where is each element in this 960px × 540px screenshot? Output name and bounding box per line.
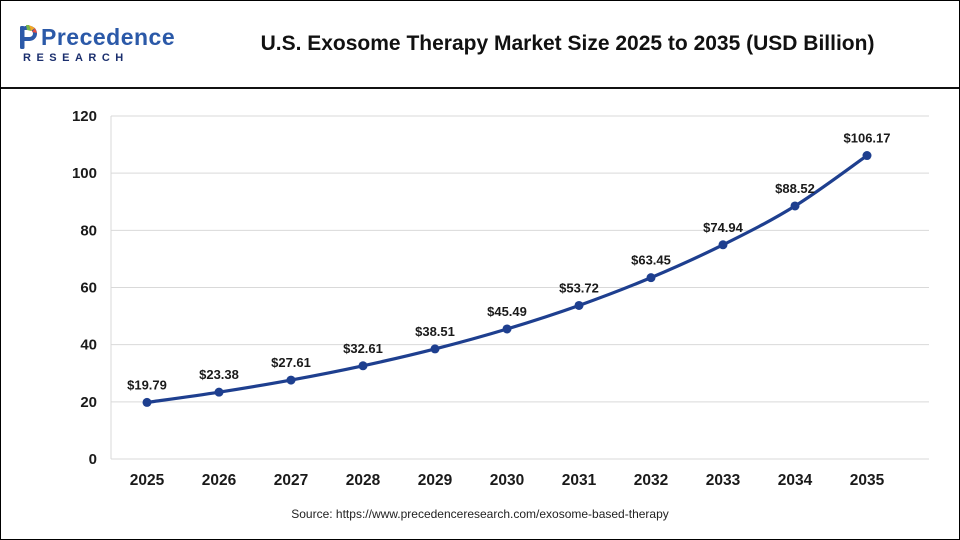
trend-line xyxy=(145,153,869,405)
logo: Precedence RESEARCH xyxy=(19,24,204,65)
x-axis-label: 2035 xyxy=(850,472,885,489)
market-size-line-chart: 0 20 40 60 80 100 120 2025 2026 2027 2028 2029 2030 2… xyxy=(72,108,929,489)
data-point-label: $45.49 xyxy=(487,304,527,319)
x-axis-label: 2026 xyxy=(202,472,237,489)
page-title: U.S. Exosome Therapy Market Size 2025 to… xyxy=(260,32,875,55)
data-point xyxy=(214,387,224,397)
data-point-label: $23.38 xyxy=(199,367,239,382)
data-point-label: $88.52 xyxy=(775,181,815,196)
data-point xyxy=(358,361,368,371)
logo-subtitle: RESEARCH xyxy=(23,51,129,64)
data-point-label: $38.51 xyxy=(415,324,455,339)
data-point xyxy=(718,240,728,250)
footer: Source: https://www.precedenceresearch.c… xyxy=(1,505,959,539)
y-axis-label: 80 xyxy=(80,222,97,239)
x-axis-label: 2025 xyxy=(130,472,165,489)
logo-wordmark: Precedence xyxy=(41,23,176,50)
logo-mark-icon xyxy=(20,24,37,49)
data-point xyxy=(142,397,152,407)
data-point-label: $63.45 xyxy=(631,253,671,268)
x-axis-label: 2028 xyxy=(346,472,381,489)
data-point-label: $74.94 xyxy=(703,220,744,235)
x-axis-label: 2032 xyxy=(634,472,668,489)
data-point-label: $106.17 xyxy=(844,131,891,146)
y-axis-label: 0 xyxy=(89,451,97,468)
y-axis-label: 40 xyxy=(80,337,97,354)
x-axis-label: 2027 xyxy=(274,472,308,489)
data-point xyxy=(286,375,296,385)
source-text: Source: https://www.precedenceresearch.c… xyxy=(291,507,669,521)
data-point-label: $32.61 xyxy=(343,341,383,356)
data-point-label: $53.72 xyxy=(559,280,599,295)
y-axis-label: 20 xyxy=(80,394,97,411)
y-axis-label: 60 xyxy=(80,280,97,297)
data-point xyxy=(502,324,512,334)
x-axis-label: 2031 xyxy=(562,472,597,489)
data-point-label: $27.61 xyxy=(271,355,311,370)
x-axis-label: 2034 xyxy=(778,472,813,489)
data-point xyxy=(430,344,440,354)
x-axis-label: 2030 xyxy=(490,472,524,489)
logo-row: Precedence xyxy=(19,24,204,50)
data-point xyxy=(646,273,656,283)
y-axis-label: 120 xyxy=(72,108,97,125)
data-point xyxy=(790,201,800,211)
data-point xyxy=(574,300,584,310)
chart-area: 0 20 40 60 80 100 120 2025 2026 2027 2028 2029 2030 2… xyxy=(1,89,959,505)
data-point-label: $19.79 xyxy=(127,377,167,392)
x-axis-label: 2029 xyxy=(418,472,453,489)
header: Precedence RESEARCH U.S. Exosome Therapy… xyxy=(1,1,959,89)
data-point xyxy=(862,151,872,161)
y-axis-label: 100 xyxy=(72,165,97,182)
x-axis-label: 2033 xyxy=(706,472,741,489)
